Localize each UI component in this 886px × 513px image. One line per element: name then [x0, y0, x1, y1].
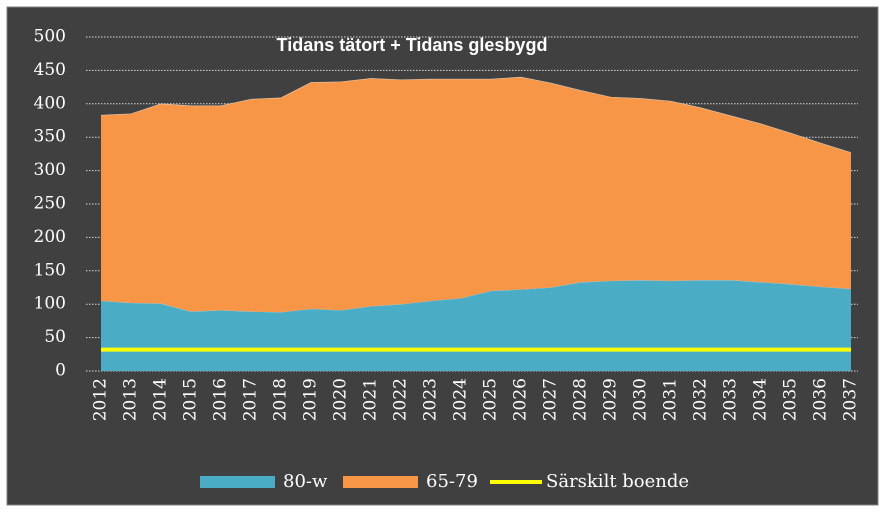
x-tick-label: 2036	[811, 378, 831, 421]
y-tick-label: 200	[34, 227, 66, 247]
x-tick-label: 2033	[721, 378, 741, 421]
y-tick-label: 100	[34, 294, 66, 314]
x-tick-label: 2015	[181, 378, 201, 421]
y-tick-label: 300	[34, 160, 66, 180]
area	[101, 77, 851, 313]
legend-label: Särskilt boende	[546, 471, 689, 492]
legend-swatch	[343, 476, 418, 488]
legend-swatch	[200, 476, 275, 488]
x-tick-label: 2016	[211, 378, 231, 421]
legend-label: 65-79	[426, 471, 478, 492]
x-tick-label: 2012	[91, 378, 111, 421]
y-tick-label: 50	[44, 327, 66, 347]
x-tick-label: 2025	[481, 378, 501, 421]
y-tick-label: 150	[34, 260, 66, 280]
x-tick-label: 2031	[661, 378, 681, 421]
x-tick-label: 2028	[571, 378, 591, 421]
y-tick-label: 250	[34, 194, 66, 214]
x-tick-label: 2027	[541, 378, 561, 421]
x-tick-label: 2014	[151, 378, 171, 421]
x-tick-label: 2035	[781, 378, 801, 421]
x-tick-label: 2037	[841, 378, 861, 421]
y-tick-label: 450	[34, 60, 66, 80]
x-tick-label: 2029	[601, 378, 621, 421]
x-tick-label: 2022	[391, 378, 411, 421]
y-tick-label: 500	[34, 27, 66, 47]
x-tick-label: 2030	[631, 378, 651, 421]
y-tick-label: 350	[34, 127, 66, 147]
x-tick-label: 2026	[511, 378, 531, 421]
x-tick-label: 2019	[301, 378, 321, 421]
x-tick-label: 2020	[331, 378, 351, 421]
y-tick-label: 0	[55, 361, 66, 381]
legend-label: 80-w	[283, 471, 328, 492]
x-tick-label: 2034	[751, 378, 771, 421]
x-tick-label: 2021	[361, 378, 381, 421]
chart-title: Tidans tätort + Tidans glesbygd	[277, 35, 548, 55]
x-tick-label: 2013	[121, 378, 141, 421]
x-tick-label: 2032	[691, 378, 711, 421]
x-tick-label: 2023	[421, 378, 441, 421]
y-tick-label: 400	[34, 93, 66, 113]
x-tick-label: 2017	[241, 378, 261, 421]
area-edge	[100, 76, 852, 153]
x-tick-label: 2024	[451, 378, 471, 421]
x-tick-label: 2018	[271, 378, 291, 421]
